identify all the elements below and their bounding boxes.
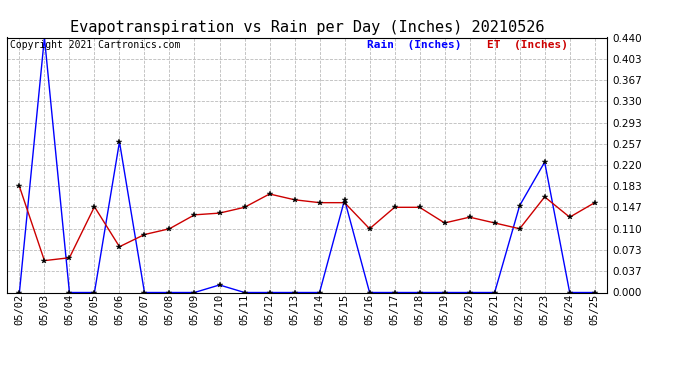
Title: Evapotranspiration vs Rain per Day (Inches) 20210526: Evapotranspiration vs Rain per Day (Inch… — [70, 20, 544, 35]
Text: Rain  (Inches): Rain (Inches) — [367, 40, 462, 50]
Text: Copyright 2021 Cartronics.com: Copyright 2021 Cartronics.com — [10, 40, 180, 50]
Text: ET  (Inches): ET (Inches) — [487, 40, 568, 50]
